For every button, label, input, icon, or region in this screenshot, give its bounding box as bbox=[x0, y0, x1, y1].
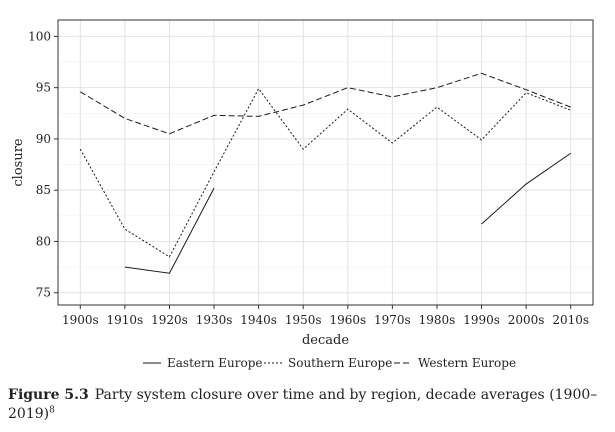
series-line-western-europe bbox=[80, 72, 571, 135]
x-axis-title: decade bbox=[302, 333, 349, 348]
legend-label-western-europe: Western Europe bbox=[418, 356, 516, 370]
x-tick-label: 1960s bbox=[329, 313, 366, 327]
x-tick-label: 1910s bbox=[107, 313, 144, 327]
figure-caption-text: Party system closure over time and by re… bbox=[8, 387, 598, 422]
y-tick-label: 100 bbox=[28, 29, 51, 43]
legend-label-southern-europe: Southern Europe bbox=[288, 356, 392, 370]
x-tick-label: 1950s bbox=[285, 313, 322, 327]
x-tick-label: 2000s bbox=[508, 313, 545, 327]
legend: Eastern Europe Southern Europe Western Eur… bbox=[143, 356, 516, 370]
x-axis-ticks: 1900s 1910s 1920s 1930s 1940s 1950s 1960s 1970s… bbox=[62, 305, 589, 327]
series-line-eastern-europe bbox=[124, 187, 215, 274]
y-axis-title: closure bbox=[11, 138, 26, 187]
legend-label-eastern-europe: Eastern Europe bbox=[167, 356, 263, 370]
y-axis-ticks: 75 80 85 90 95 100 bbox=[28, 29, 58, 300]
x-tick-label: 1900s bbox=[62, 313, 99, 327]
y-tick-label: 80 bbox=[36, 234, 51, 248]
grid-lines bbox=[58, 20, 593, 305]
x-tick-label: 1920s bbox=[151, 313, 188, 327]
x-tick-label: 1980s bbox=[419, 313, 456, 327]
series-line-southern-europe bbox=[79, 87, 571, 258]
series-line-eastern-europe bbox=[481, 152, 571, 225]
y-tick-label: 85 bbox=[36, 183, 51, 197]
footnote-marker: 8 bbox=[49, 405, 55, 416]
y-tick-label: 95 bbox=[36, 81, 51, 95]
x-tick-label: 1930s bbox=[196, 313, 233, 327]
x-tick-label: 1990s bbox=[463, 313, 500, 327]
plot-border bbox=[57, 19, 594, 306]
figure-caption: Figure 5.3 Party system closure over time… bbox=[8, 386, 608, 424]
series-lines bbox=[79, 72, 571, 274]
x-tick-label: 2010s bbox=[552, 313, 589, 327]
plot-area bbox=[58, 20, 593, 305]
x-tick-label: 1970s bbox=[374, 313, 411, 327]
y-tick-label: 90 bbox=[36, 132, 51, 146]
y-tick-label: 75 bbox=[36, 286, 51, 300]
figure-label: Figure 5.3 bbox=[8, 387, 89, 403]
x-tick-label: 1940s bbox=[240, 313, 277, 327]
